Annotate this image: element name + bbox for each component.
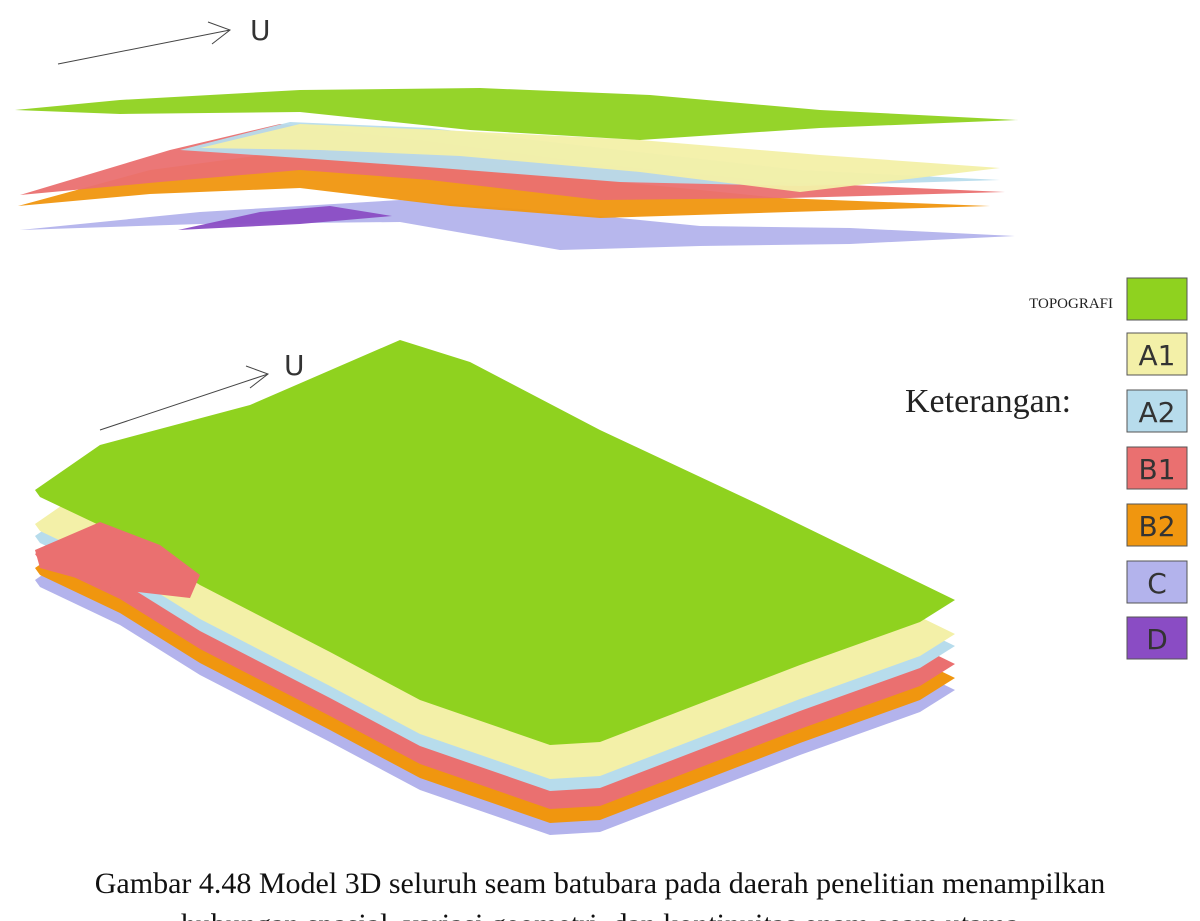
north-arrow	[99, 373, 269, 431]
legend-swatch	[1126, 277, 1188, 321]
legend-label: C	[1147, 567, 1167, 600]
legend-swatch	[1126, 503, 1188, 547]
legend-label: A1	[1139, 339, 1176, 372]
topography-surface	[15, 88, 1018, 140]
legend-swatch	[1126, 446, 1188, 490]
north-arrow-head	[245, 365, 270, 389]
topography-surface	[35, 340, 955, 745]
layer-d	[178, 206, 392, 230]
north-arrow-head	[207, 21, 232, 45]
legend-swatch	[1126, 332, 1188, 376]
caption-line: Gambar 4.48 Model 3D seluruh seam batuba…	[95, 867, 1105, 900]
legend-label: B1	[1138, 453, 1175, 486]
legend-label: B2	[1138, 510, 1175, 543]
perspective-model	[35, 340, 955, 835]
legend-label: D	[1146, 623, 1168, 656]
legend-title: Keterangan:	[905, 383, 1071, 420]
side-view-model	[15, 88, 1018, 250]
north-label: U	[250, 14, 271, 47]
legend-swatch	[1126, 389, 1188, 433]
legend: TOPOGRAFI A1 A2 B1 B2 CD	[1029, 277, 1188, 660]
layer-b1	[35, 522, 200, 598]
north-arrow	[57, 29, 231, 65]
legend-swatch	[1126, 560, 1188, 604]
layer-a1	[200, 124, 1000, 192]
legend-label: A2	[1139, 396, 1176, 429]
caption-line: hubungan spasial, variasi geometri, dan …	[181, 908, 1019, 921]
legend-label: TOPOGRAFI	[1029, 296, 1113, 312]
legend-swatch	[1126, 616, 1188, 660]
north-label: U	[284, 349, 305, 382]
